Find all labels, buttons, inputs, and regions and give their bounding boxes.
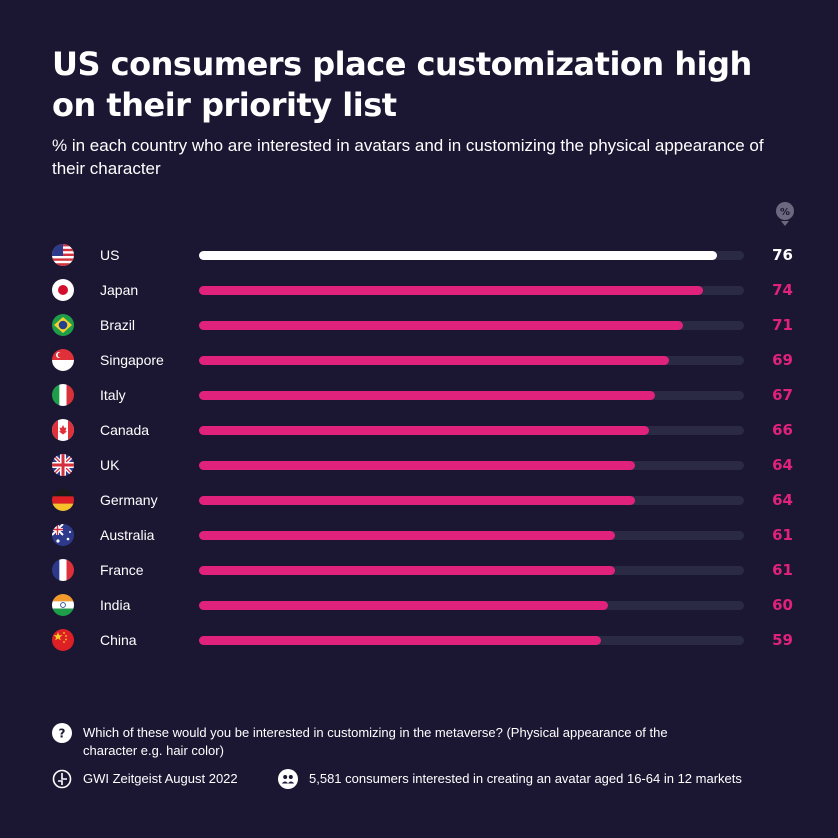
bar-china <box>199 635 601 645</box>
category-label: Brazil <box>100 317 136 333</box>
india-flag-icon <box>52 594 74 616</box>
value-label: 61 <box>772 525 793 544</box>
category-label: Australia <box>100 527 155 543</box>
bar-italy <box>199 390 656 400</box>
category-label: India <box>100 597 131 613</box>
value-label: 69 <box>772 350 793 369</box>
bar-chart: US 76 Japan 74 Brazil 71 Singapore 69 Italy 67 Can… <box>52 244 793 651</box>
bar-canada <box>199 425 649 435</box>
bar-india <box>199 600 608 610</box>
bar-uk <box>199 460 635 470</box>
people-icon <box>278 769 298 789</box>
value-label: 76 <box>772 245 793 264</box>
bar-singapore <box>199 355 670 365</box>
uk-flag-icon <box>52 454 74 476</box>
question-icon: ? <box>52 723 72 743</box>
value-label: 67 <box>772 385 793 404</box>
bar-track <box>199 565 744 575</box>
japan-flag-icon <box>52 279 74 301</box>
bar-track <box>199 355 744 365</box>
us-flag-icon <box>52 244 74 266</box>
bar-brazil <box>199 320 683 330</box>
bar-australia <box>199 530 615 540</box>
bar-track <box>199 495 744 505</box>
bar-track <box>199 285 744 295</box>
bar-track <box>199 425 744 435</box>
sample-base-label: 5,581 consumers interested in creating a… <box>309 771 742 786</box>
category-label: China <box>100 632 137 648</box>
source-label: GWI Zeitgeist August 2022 <box>83 771 238 786</box>
bar-france <box>199 565 615 575</box>
australia-flag-icon <box>52 524 74 546</box>
gwi-logo-icon <box>52 769 72 789</box>
bar-track <box>199 460 744 470</box>
canada-flag-icon <box>52 419 74 441</box>
bar-track <box>199 320 744 330</box>
france-flag-icon <box>52 559 74 581</box>
brazil-flag-icon <box>52 314 74 336</box>
value-label: 60 <box>772 595 793 614</box>
percent-badge-icon: % <box>776 202 794 226</box>
value-label: 74 <box>772 280 793 299</box>
value-label: 71 <box>772 315 793 334</box>
value-label: 59 <box>772 630 793 649</box>
survey-question: Which of these would you be interested i… <box>83 725 668 758</box>
bar-track <box>199 600 744 610</box>
value-label: 64 <box>772 490 793 509</box>
value-label: 61 <box>772 560 793 579</box>
bar-japan <box>199 285 704 295</box>
svg-text:?: ? <box>59 727 66 741</box>
bar-track <box>199 250 744 260</box>
bar-germany <box>199 495 635 505</box>
category-label: US <box>100 247 120 263</box>
bar-track <box>199 530 744 540</box>
chart-title: US consumers place customization high on… <box>52 45 752 124</box>
category-label: Canada <box>100 422 150 438</box>
singapore-flag-icon <box>52 349 74 371</box>
germany-flag-icon <box>52 489 74 511</box>
bar-track <box>199 390 744 400</box>
category-label: UK <box>100 457 120 473</box>
category-label: Singapore <box>100 352 164 368</box>
value-label: 66 <box>772 420 793 439</box>
category-label: Germany <box>100 492 158 508</box>
category-label: Japan <box>100 282 139 298</box>
bar-track <box>199 635 744 645</box>
category-label: Italy <box>100 387 126 403</box>
china-flag-icon <box>52 629 74 651</box>
italy-flag-icon <box>52 384 74 406</box>
category-label: France <box>100 562 144 578</box>
svg-text:%: % <box>780 207 790 218</box>
bar-us <box>199 250 717 260</box>
value-label: 64 <box>772 455 793 474</box>
chart-subtitle: % in each country who are interested in … <box>52 136 764 178</box>
